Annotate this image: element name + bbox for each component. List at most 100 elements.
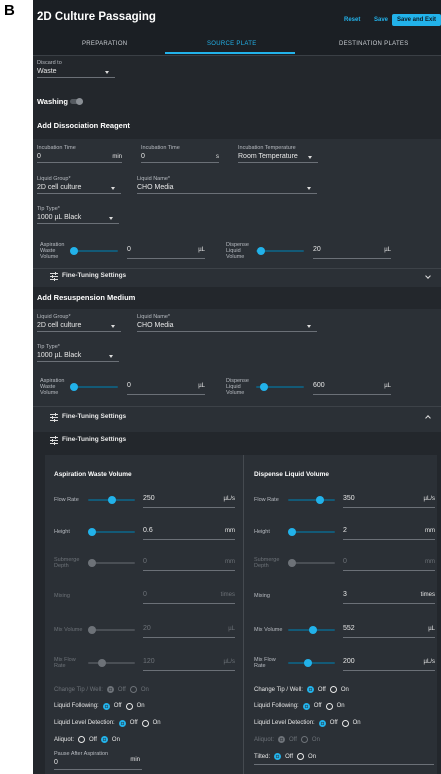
slider-thumb[interactable] bbox=[88, 559, 96, 567]
radio-label: Off bbox=[329, 720, 338, 727]
radio[interactable] bbox=[325, 702, 333, 710]
slider-value[interactable]: 0 bbox=[127, 246, 131, 253]
toggle-row: Liquid Following: Off On bbox=[254, 702, 345, 710]
slider-thumb[interactable] bbox=[97, 659, 106, 667]
slider-label: Flow Rate bbox=[54, 497, 79, 503]
slider-thumb[interactable] bbox=[288, 559, 296, 567]
slider-value[interactable]: 2 bbox=[343, 527, 347, 534]
slider-thumb[interactable] bbox=[316, 496, 325, 504]
radio[interactable] bbox=[318, 719, 326, 727]
field-value[interactable]: 0 bbox=[37, 153, 41, 160]
radio[interactable] bbox=[106, 686, 114, 693]
slider-thumb[interactable] bbox=[107, 496, 116, 504]
dropdown-caret[interactable] bbox=[308, 156, 312, 159]
slider-value[interactable]: 120 bbox=[143, 658, 155, 665]
field-value[interactable]: Waste bbox=[37, 68, 57, 75]
radio[interactable] bbox=[274, 753, 282, 761]
dropdown-caret[interactable] bbox=[105, 71, 109, 74]
radio[interactable] bbox=[341, 719, 349, 727]
slider-value[interactable]: 20 bbox=[143, 625, 151, 632]
radio-label: On bbox=[140, 686, 149, 693]
slider-thumb[interactable] bbox=[88, 626, 96, 634]
dropdown-caret[interactable] bbox=[307, 187, 311, 190]
slider-thumb[interactable] bbox=[303, 659, 312, 667]
radio[interactable] bbox=[141, 719, 149, 727]
fine-tuning-icon bbox=[52, 275, 53, 278]
tab[interactable]: DESTINATION PLATES bbox=[339, 41, 409, 47]
radio[interactable] bbox=[125, 702, 133, 710]
tab-indicator bbox=[165, 52, 295, 54]
field-value[interactable]: Room Temperature bbox=[238, 153, 298, 160]
tab[interactable]: SOURCE PLATE bbox=[207, 41, 257, 47]
radio[interactable] bbox=[78, 736, 86, 744]
dropdown-caret[interactable] bbox=[109, 217, 113, 220]
slider-value[interactable]: 0 bbox=[343, 558, 347, 565]
slider-value[interactable]: 20 bbox=[313, 246, 321, 253]
slider-unit: µL bbox=[228, 626, 235, 632]
slider-track bbox=[288, 499, 335, 501]
slider-thumb[interactable] bbox=[288, 528, 296, 536]
field-value[interactable]: CHO Media bbox=[137, 184, 174, 191]
radio[interactable] bbox=[297, 753, 305, 761]
field-value[interactable]: 2D cell culture bbox=[37, 322, 82, 329]
slider-value[interactable]: 350 bbox=[343, 495, 355, 502]
slider-thumb[interactable] bbox=[88, 528, 96, 536]
radio[interactable] bbox=[102, 702, 110, 710]
slider-track bbox=[288, 562, 335, 564]
slider-underline bbox=[343, 539, 435, 540]
slider-thumb[interactable] bbox=[256, 247, 265, 255]
slider-value[interactable]: 0 bbox=[143, 558, 147, 565]
field-value[interactable]: 0 bbox=[54, 759, 58, 766]
radio[interactable] bbox=[306, 686, 314, 693]
field-underline bbox=[37, 193, 121, 194]
radio[interactable] bbox=[118, 719, 126, 727]
fine-tuning-toggle[interactable]: Fine-Tuning Settings bbox=[62, 272, 127, 279]
slider-value[interactable]: 0.6 bbox=[143, 527, 153, 534]
tab[interactable]: PREPARATION bbox=[82, 41, 128, 47]
slider-unit: µL bbox=[428, 626, 435, 632]
field-value[interactable]: 2D cell culture bbox=[37, 184, 82, 191]
slider-thumb[interactable] bbox=[309, 626, 318, 634]
field-value[interactable]: 1000 µL Black bbox=[37, 214, 82, 221]
slider-thumb[interactable] bbox=[70, 383, 78, 391]
dropdown-caret[interactable] bbox=[109, 355, 113, 358]
slider-value[interactable]: 0 bbox=[127, 382, 131, 389]
field-value[interactable]: CHO Media bbox=[137, 322, 174, 329]
header-button[interactable]: Reset bbox=[344, 17, 361, 23]
radio[interactable] bbox=[100, 736, 108, 744]
toggle-row: Tilted: Off On bbox=[254, 753, 316, 761]
radio[interactable] bbox=[129, 686, 137, 693]
slider-thumb[interactable] bbox=[70, 247, 78, 255]
field-value[interactable]: 1000 µL Black bbox=[37, 352, 82, 359]
dropdown-caret[interactable] bbox=[111, 325, 115, 328]
slider-value[interactable]: 600 bbox=[313, 382, 325, 389]
fine-tuning-toggle[interactable]: Fine-Tuning Settings bbox=[62, 413, 127, 420]
slider-value[interactable]: 250 bbox=[143, 495, 155, 502]
fine-tuning-icon bbox=[54, 419, 55, 422]
slider-value[interactable]: 0 bbox=[143, 591, 147, 598]
field-value[interactable]: 0 bbox=[141, 153, 145, 160]
radio[interactable] bbox=[300, 736, 308, 744]
field-label: Discard to bbox=[37, 60, 62, 66]
header-button[interactable]: Save bbox=[374, 17, 389, 23]
slider-unit: mm bbox=[425, 528, 435, 534]
slider-value[interactable]: 3 bbox=[343, 591, 347, 598]
radio[interactable] bbox=[329, 686, 337, 693]
slider-value[interactable]: 552 bbox=[343, 625, 355, 632]
radio-label: Off bbox=[113, 703, 122, 710]
column-title: Dispense Liquid Volume bbox=[254, 471, 330, 478]
radio[interactable] bbox=[278, 736, 286, 744]
slider-track bbox=[88, 662, 135, 664]
slider-thumb[interactable] bbox=[260, 383, 268, 391]
radio[interactable] bbox=[302, 702, 310, 710]
slider-unit: µL/s bbox=[423, 496, 435, 502]
washing-knob[interactable] bbox=[76, 98, 83, 105]
field-underline bbox=[37, 77, 115, 78]
slider-value[interactable]: 200 bbox=[343, 658, 355, 665]
dropdown-caret[interactable] bbox=[111, 187, 115, 190]
slider-underline bbox=[143, 570, 235, 571]
header-button[interactable]: Save and Exit bbox=[392, 14, 441, 26]
section-title: Add Dissociation Reagent bbox=[37, 121, 130, 130]
dropdown-caret[interactable] bbox=[307, 325, 311, 328]
field-unit: min bbox=[130, 757, 140, 763]
